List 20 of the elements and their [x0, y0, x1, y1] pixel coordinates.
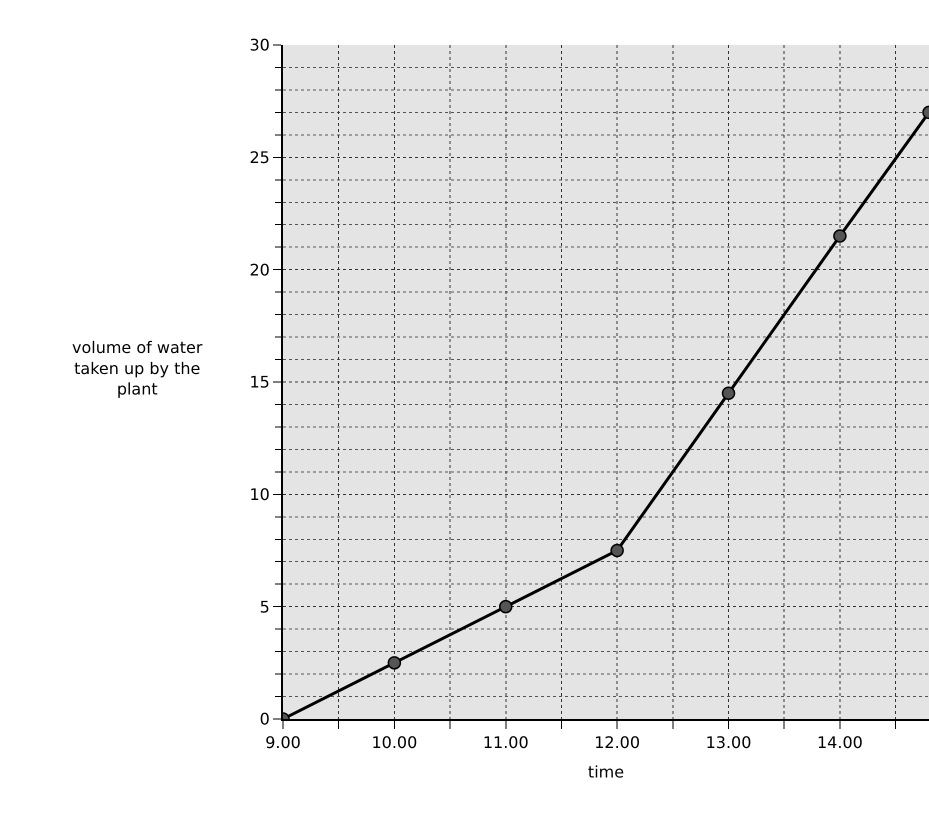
point: [388, 656, 402, 670]
x-axis-title: time: [588, 762, 624, 782]
y-tick-label: 5: [260, 597, 270, 616]
x-tick-label: 13.00: [706, 733, 752, 752]
x-tick-label: 11.00: [482, 733, 529, 752]
y-tick-label: 0: [260, 710, 270, 729]
y-tick-label: 20: [249, 260, 270, 280]
y-tick-label: 15: [249, 372, 270, 392]
point: [610, 544, 624, 558]
x-tick-label: 14.00: [816, 733, 863, 752]
y-tick-label: 30: [249, 36, 270, 55]
y-tick-label: 25: [249, 148, 270, 167]
y-axis-title: volume of water taken up by the plant: [72, 338, 203, 399]
x-tick-label: 12.00: [594, 733, 640, 752]
point: [722, 386, 736, 400]
point: [833, 229, 847, 243]
point: [499, 600, 513, 614]
y-tick-label: 10: [249, 484, 270, 504]
x-tick-label: 9.00: [265, 733, 301, 752]
x-tick-label: 10.00: [371, 733, 418, 752]
